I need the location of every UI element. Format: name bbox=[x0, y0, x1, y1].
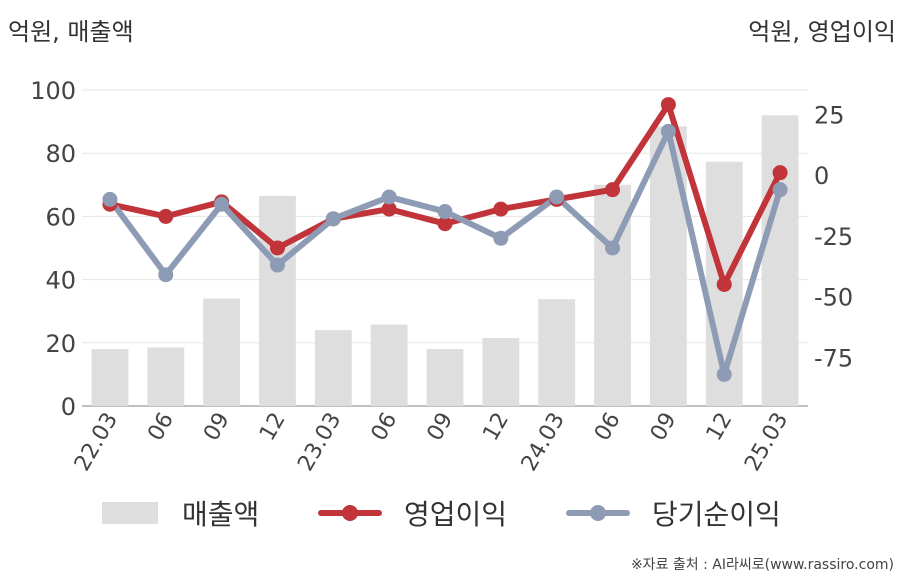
bar-매출액 bbox=[649, 126, 687, 406]
x-tick-label: 22.03 bbox=[70, 409, 123, 476]
point-당기순이익 bbox=[102, 191, 118, 207]
legend-item-operating-profit: 영업이익 bbox=[318, 490, 507, 536]
line-series bbox=[102, 97, 788, 382]
point-당기순이익 bbox=[269, 257, 285, 273]
x-tick-label: 12 bbox=[255, 409, 291, 446]
point-당기순이익 bbox=[158, 267, 174, 283]
left-tick-labels: 0 20 40 60 80 100 bbox=[30, 77, 76, 421]
x-tick-label: 06 bbox=[143, 409, 179, 446]
source-credit: ※자료 출처 : AI라씨로(www.rassiro.com) bbox=[630, 557, 894, 573]
point-당기순이익 bbox=[605, 240, 621, 256]
left-tick-label: 40 bbox=[45, 267, 76, 295]
point-영업이익 bbox=[158, 208, 174, 224]
right-tick-label: -25 bbox=[814, 223, 853, 251]
bar-매출액 bbox=[203, 298, 241, 406]
point-당기순이익 bbox=[716, 366, 732, 382]
left-tick-label: 80 bbox=[45, 140, 76, 168]
point-당기순이익 bbox=[381, 189, 397, 205]
left-tick-label: 100 bbox=[30, 77, 76, 105]
legend-label-net-income: 당기순이익 bbox=[652, 498, 781, 531]
legend-label-sales: 매출액 bbox=[182, 498, 260, 531]
x-tick-label: 09 bbox=[646, 409, 682, 446]
left-tick-label: 60 bbox=[45, 203, 76, 231]
point-당기순이익 bbox=[325, 211, 341, 227]
right-tick-labels: -75 -50 -25 0 25 bbox=[814, 101, 853, 372]
point-영업이익 bbox=[716, 276, 732, 292]
point-영업이익 bbox=[437, 216, 453, 232]
bar-매출액 bbox=[314, 330, 352, 406]
x-tick-label: 25.03 bbox=[740, 409, 793, 476]
bar-매출액 bbox=[761, 115, 799, 406]
left-tick-label: 20 bbox=[45, 330, 76, 358]
x-tick-labels: 22.03 06 09 12 23.03 06 09 12 24.03 06 09 12 25.03 bbox=[70, 409, 793, 476]
bar-매출액 bbox=[538, 299, 576, 406]
x-tick-label: 06 bbox=[590, 409, 626, 446]
point-당기순이익 bbox=[772, 182, 788, 198]
bar-매출액 bbox=[426, 349, 464, 406]
x-tick-label: 12 bbox=[478, 409, 514, 446]
legend: 매출액 영업이익 당기순이익 bbox=[0, 490, 908, 540]
bar-매출액 bbox=[91, 349, 129, 406]
right-tick-label: -50 bbox=[814, 284, 853, 312]
point-당기순이익 bbox=[660, 123, 676, 139]
point-영업이익 bbox=[493, 201, 509, 217]
right-axis-unit: 억원, 영업이익 bbox=[748, 18, 896, 46]
x-tick-label: 06 bbox=[367, 409, 403, 446]
bar-series bbox=[91, 115, 799, 406]
point-당기순이익 bbox=[437, 204, 453, 220]
legend-bar-swatch bbox=[102, 502, 158, 524]
bar-매출액 bbox=[370, 324, 408, 406]
legend-line-swatch-blue bbox=[566, 502, 630, 524]
legend-label-operating-profit: 영업이익 bbox=[404, 498, 508, 531]
bar-매출액 bbox=[259, 195, 296, 406]
legend-line-swatch-red bbox=[318, 502, 382, 524]
right-tick-label: 0 bbox=[814, 162, 829, 190]
x-tick-label: 12 bbox=[702, 409, 738, 446]
x-tick-label: 23.03 bbox=[293, 409, 346, 476]
legend-item-net-income: 당기순이익 bbox=[566, 490, 781, 536]
point-당기순이익 bbox=[214, 196, 230, 212]
left-axis-unit: 억원, 매출액 bbox=[8, 18, 134, 46]
point-영업이익 bbox=[660, 97, 676, 113]
right-tick-label: 25 bbox=[814, 101, 845, 129]
bar-매출액 bbox=[147, 347, 185, 406]
left-tick-label: 0 bbox=[61, 393, 76, 421]
legend-item-sales: 매출액 bbox=[102, 490, 259, 536]
point-영업이익 bbox=[269, 240, 285, 256]
point-당기순이익 bbox=[549, 189, 565, 205]
x-tick-label: 24.03 bbox=[517, 409, 570, 476]
point-당기순이익 bbox=[493, 230, 509, 246]
point-영업이익 bbox=[772, 165, 788, 181]
x-tick-label: 09 bbox=[423, 409, 459, 446]
point-영업이익 bbox=[381, 201, 397, 217]
point-영업이익 bbox=[605, 182, 621, 198]
right-tick-label: -75 bbox=[814, 344, 853, 372]
x-tick-label: 09 bbox=[199, 409, 235, 446]
bar-매출액 bbox=[482, 338, 520, 406]
